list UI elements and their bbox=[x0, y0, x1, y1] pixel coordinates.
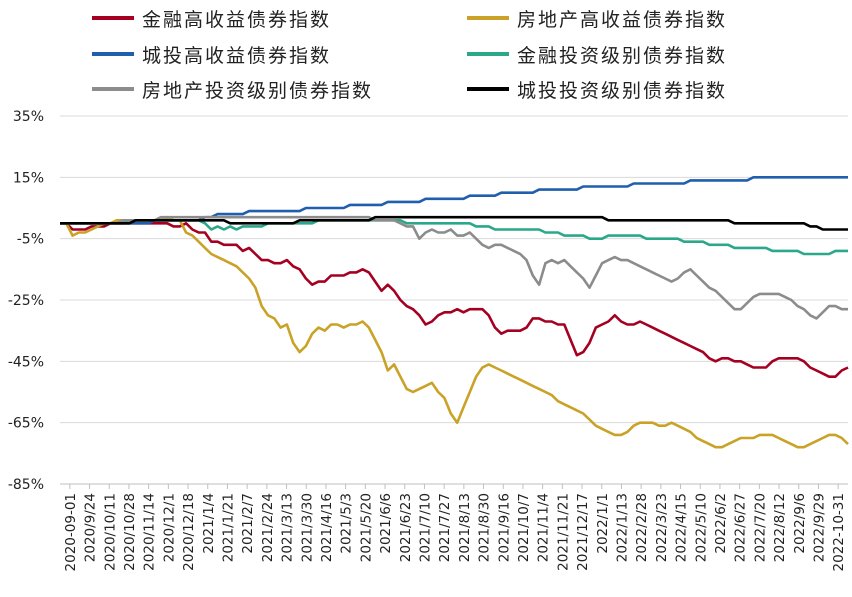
x-tick-label: 2021/11/4 bbox=[536, 493, 552, 562]
legend-swatch bbox=[92, 87, 134, 91]
x-tick-label: 2020/11/14 bbox=[142, 493, 158, 571]
x-tick-label: 2022/5/10 bbox=[693, 493, 709, 562]
x-tick-label: 2021/6/23 bbox=[398, 493, 414, 562]
legend-label: 房地产高收益债券指数 bbox=[517, 8, 728, 31]
x-tick-label: 2021/12/17 bbox=[575, 493, 591, 571]
y-tick-label: 35% bbox=[13, 109, 44, 125]
x-tick-label: 2021/1/21 bbox=[220, 493, 236, 562]
legend-label: 房地产投资级别债券指数 bbox=[142, 79, 374, 102]
x-tick-label: 2022/6/27 bbox=[733, 493, 749, 562]
series-line-1 bbox=[60, 215, 849, 449]
y-tick-label: 15% bbox=[13, 170, 44, 186]
gridlines bbox=[60, 115, 848, 424]
y-tick-label: -25% bbox=[8, 293, 44, 309]
x-tick-label: 2020/10/28 bbox=[122, 493, 138, 571]
x-tick-label: 2021/7/10 bbox=[417, 493, 433, 562]
legend-item-fin-ig: 金融投资级别债券指数 bbox=[467, 40, 727, 68]
x-tick-label: 2021/8/13 bbox=[457, 493, 473, 562]
x-tick-label: 2021/7/27 bbox=[437, 493, 453, 562]
y-axis: 35% 15% -5% -25% -45% -65% -85% bbox=[8, 109, 44, 493]
series-line-4 bbox=[60, 215, 848, 320]
series-line-5 bbox=[60, 215, 848, 231]
x-tick-label: 2022/3/23 bbox=[654, 493, 670, 562]
x-tick-label: 2020-09-01 bbox=[63, 493, 79, 571]
x-tick-label: 2022/1/1 bbox=[595, 493, 611, 554]
x-tick-label: 2022/2/28 bbox=[634, 493, 650, 562]
legend-label: 城投投资级别债券指数 bbox=[517, 79, 728, 102]
y-tick-label: -85% bbox=[8, 477, 44, 493]
x-tick-label: 2021/1/4 bbox=[201, 493, 217, 554]
legend-item-lgfv-hy: 城投高收益债券指数 bbox=[92, 40, 331, 68]
x-tick-label: 2021/3/13 bbox=[280, 493, 296, 562]
y-tick-label: -45% bbox=[8, 354, 44, 370]
x-tick-label: 2021/5/20 bbox=[358, 493, 374, 562]
x-tick-label: 2020/9/24 bbox=[83, 493, 99, 562]
x-tick-label: 2022/8/12 bbox=[772, 493, 788, 562]
x-tick-label: 2021/2/24 bbox=[260, 493, 276, 562]
x-tick-label: 2021/11/21 bbox=[555, 493, 571, 571]
legend-swatch bbox=[92, 16, 134, 20]
x-axis: 2020-09-01 2020/9/24 2020/10/11 2020/10/28 2… bbox=[60, 483, 848, 571]
y-tick-label: -65% bbox=[8, 416, 44, 432]
x-tick-label: 2022/4/15 bbox=[674, 493, 690, 562]
x-tick-label: 2021/2/7 bbox=[240, 493, 256, 554]
x-tick-label: 2020/12/1 bbox=[161, 493, 177, 562]
series-lines bbox=[60, 176, 849, 449]
legend-swatch bbox=[467, 16, 509, 20]
x-tick-label: 2021/3/30 bbox=[299, 493, 315, 562]
x-tick-label: 2021/10/7 bbox=[516, 493, 532, 562]
x-tick-label: 2021/8/30 bbox=[477, 493, 493, 562]
legend-swatch bbox=[92, 52, 134, 56]
legend-swatch bbox=[467, 52, 509, 56]
legend-item-re-ig: 房地产投资级别债券指数 bbox=[92, 75, 373, 103]
series-line-0 bbox=[60, 222, 849, 379]
y-tick-label: -5% bbox=[17, 232, 44, 248]
legend-swatch bbox=[467, 87, 509, 91]
x-tick-label: 2020/10/11 bbox=[102, 493, 118, 571]
x-tick-label: 2022/6/2 bbox=[713, 493, 729, 554]
x-tick-label: 2020/12/18 bbox=[181, 493, 197, 571]
x-tick-label: 2021/9/16 bbox=[496, 493, 512, 562]
legend-label: 城投高收益债券指数 bbox=[142, 44, 332, 67]
legend-label: 金融投资级别债券指数 bbox=[517, 44, 728, 67]
x-tick-label: 2021/4/16 bbox=[319, 493, 335, 562]
x-tick-label: 2022/7/20 bbox=[752, 493, 768, 562]
legend-item-fin-hy: 金融高收益债券指数 bbox=[92, 4, 331, 32]
x-tick-label: 2021/5/3 bbox=[339, 493, 355, 554]
legend-label: 金融高收益债券指数 bbox=[142, 8, 332, 31]
x-tick-label: 2022/1/13 bbox=[614, 493, 630, 562]
x-tick-label: 2021/6/6 bbox=[378, 493, 394, 554]
legend-item-lgfv-ig: 城投投资级别债券指数 bbox=[467, 75, 727, 103]
x-tick-label: 2022/9/29 bbox=[811, 493, 827, 562]
x-tick-label: 2022/9/6 bbox=[792, 493, 808, 554]
legend: 金融高收益债券指数 房地产高收益债券指数 城投高收益债券指数 金融投资级别债券指… bbox=[0, 0, 852, 110]
legend-item-re-hy: 房地产高收益债券指数 bbox=[467, 4, 727, 32]
x-tick-label: 2022-10-31 bbox=[831, 493, 847, 571]
